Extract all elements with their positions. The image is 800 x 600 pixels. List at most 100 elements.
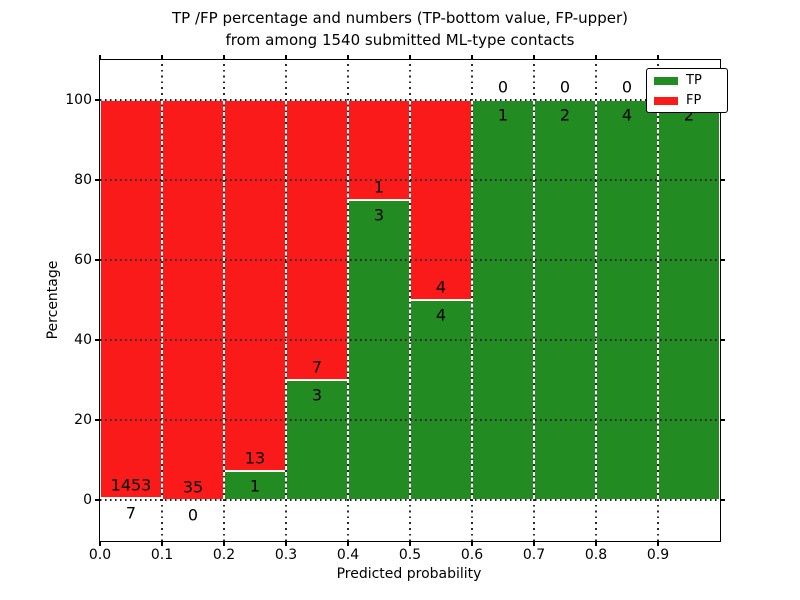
fp-color-swatch xyxy=(654,96,678,105)
bar-segment-fp xyxy=(348,100,410,200)
x-tick-mark xyxy=(223,542,225,546)
horizontal-gridline xyxy=(100,499,720,501)
bar-segment-fp xyxy=(100,100,162,499)
x-tick-mark xyxy=(285,55,287,59)
y-tick-label: 0 xyxy=(83,492,92,508)
horizontal-gridline xyxy=(100,179,720,181)
x-tick-label: 0.0 xyxy=(88,547,112,563)
bar-segment-tp xyxy=(658,100,720,500)
bar-segment-fp xyxy=(410,100,472,300)
fp-count-label: 0 xyxy=(621,77,633,97)
x-tick-label: 0.3 xyxy=(274,547,298,563)
x-tick-mark xyxy=(471,55,473,59)
fp-count-label: 4 xyxy=(435,277,447,297)
vertical-gridline xyxy=(347,60,349,541)
x-tick-mark xyxy=(285,542,287,546)
tp-count-label: 0 xyxy=(187,505,199,525)
x-tick-mark xyxy=(99,542,101,546)
y-tick-mark xyxy=(95,419,99,421)
horizontal-gridline xyxy=(100,259,720,261)
bars-layer xyxy=(100,60,720,541)
y-tick-mark xyxy=(721,179,725,181)
tp-count-label: 1 xyxy=(497,105,509,125)
vertical-gridline xyxy=(285,60,287,541)
tp-count-label: 4 xyxy=(621,105,633,125)
bar-segment-tp xyxy=(472,100,534,500)
x-tick-mark xyxy=(471,542,473,546)
bar-segment-tp xyxy=(286,380,348,500)
x-axis-label: Predicted probability xyxy=(336,566,482,582)
x-tick-mark xyxy=(409,542,411,546)
y-tick-mark xyxy=(95,499,99,501)
chart-title-line2: from among 1540 submitted ML-type contac… xyxy=(225,31,575,49)
y-tick-label: 20 xyxy=(74,412,92,428)
y-tick-mark xyxy=(95,339,99,341)
horizontal-gridline xyxy=(100,339,720,341)
fp-count-label: 0 xyxy=(497,77,509,97)
y-tick-mark xyxy=(721,499,725,501)
tp-color-swatch xyxy=(654,76,678,85)
x-tick-mark xyxy=(161,55,163,59)
x-tick-mark xyxy=(347,542,349,546)
x-tick-mark xyxy=(533,542,535,546)
y-tick-label: 100 xyxy=(65,92,92,108)
tp-count-label: 7 xyxy=(125,503,137,523)
x-tick-mark xyxy=(657,55,659,59)
legend-entry-tp: TP xyxy=(654,74,720,87)
x-tick-label: 0.6 xyxy=(460,547,484,563)
chart-title-line1: TP /FP percentage and numbers (TP-bottom… xyxy=(172,9,628,27)
fp-count-label: 35 xyxy=(182,477,204,497)
x-tick-mark xyxy=(595,55,597,59)
fp-count-label: 0 xyxy=(559,77,571,97)
y-tick-mark xyxy=(95,259,99,261)
y-axis-label: Percentage xyxy=(45,260,61,340)
fp-count-label: 7 xyxy=(311,357,323,377)
tp-count-label: 3 xyxy=(311,385,323,405)
vertical-gridline xyxy=(595,60,597,541)
y-tick-mark xyxy=(95,99,99,101)
horizontal-gridline xyxy=(100,99,720,101)
x-tick-label: 0.7 xyxy=(522,547,546,563)
vertical-gridline xyxy=(409,60,411,541)
y-tick-mark xyxy=(721,259,725,261)
fp-count-label: 1453 xyxy=(110,475,152,495)
vertical-gridline xyxy=(161,60,163,541)
fp-count-label: 13 xyxy=(244,448,266,468)
x-tick-mark xyxy=(533,55,535,59)
vertical-gridline xyxy=(533,60,535,541)
x-tick-mark xyxy=(657,542,659,546)
bar-segment-tp xyxy=(596,100,658,500)
legend-entry-fp: FP xyxy=(654,94,720,107)
bar-segment-tp xyxy=(348,200,410,500)
y-tick-label: 80 xyxy=(74,172,92,188)
x-tick-mark xyxy=(595,542,597,546)
legend-label-fp: FP xyxy=(686,93,702,108)
x-tick-label: 0.5 xyxy=(398,547,422,563)
legend: TP FP xyxy=(646,68,728,113)
y-tick-label: 60 xyxy=(74,252,92,268)
vertical-gridline xyxy=(471,60,473,541)
tp-count-label: 2 xyxy=(683,105,695,125)
ticks-layer: 0.0 0.1 0.2 0.3 0.4 0.5 0.6 0.7 0.8 0.9 0 20 40 60 80 1… xyxy=(65,55,725,563)
y-tick-mark xyxy=(95,179,99,181)
x-tick-mark xyxy=(409,55,411,59)
x-tick-mark xyxy=(99,55,101,59)
x-tick-mark xyxy=(223,55,225,59)
tp-count-label: 4 xyxy=(435,305,447,325)
grid-layer xyxy=(100,60,720,541)
y-tick-mark xyxy=(721,339,725,341)
vertical-gridline xyxy=(223,60,225,541)
y-tick-label: 40 xyxy=(74,332,92,348)
x-tick-label: 0.8 xyxy=(584,547,608,563)
x-tick-label: 0.9 xyxy=(646,547,670,563)
tp-count-label: 2 xyxy=(559,105,571,125)
fp-count-label: 1 xyxy=(373,177,385,197)
y-tick-mark xyxy=(721,419,725,421)
tp-count-label: 1 xyxy=(249,476,261,496)
x-tick-label: 0.4 xyxy=(336,547,360,563)
x-tick-mark xyxy=(347,55,349,59)
legend-label-tp: TP xyxy=(686,73,702,88)
x-tick-label: 0.2 xyxy=(212,547,236,563)
x-tick-mark xyxy=(161,542,163,546)
